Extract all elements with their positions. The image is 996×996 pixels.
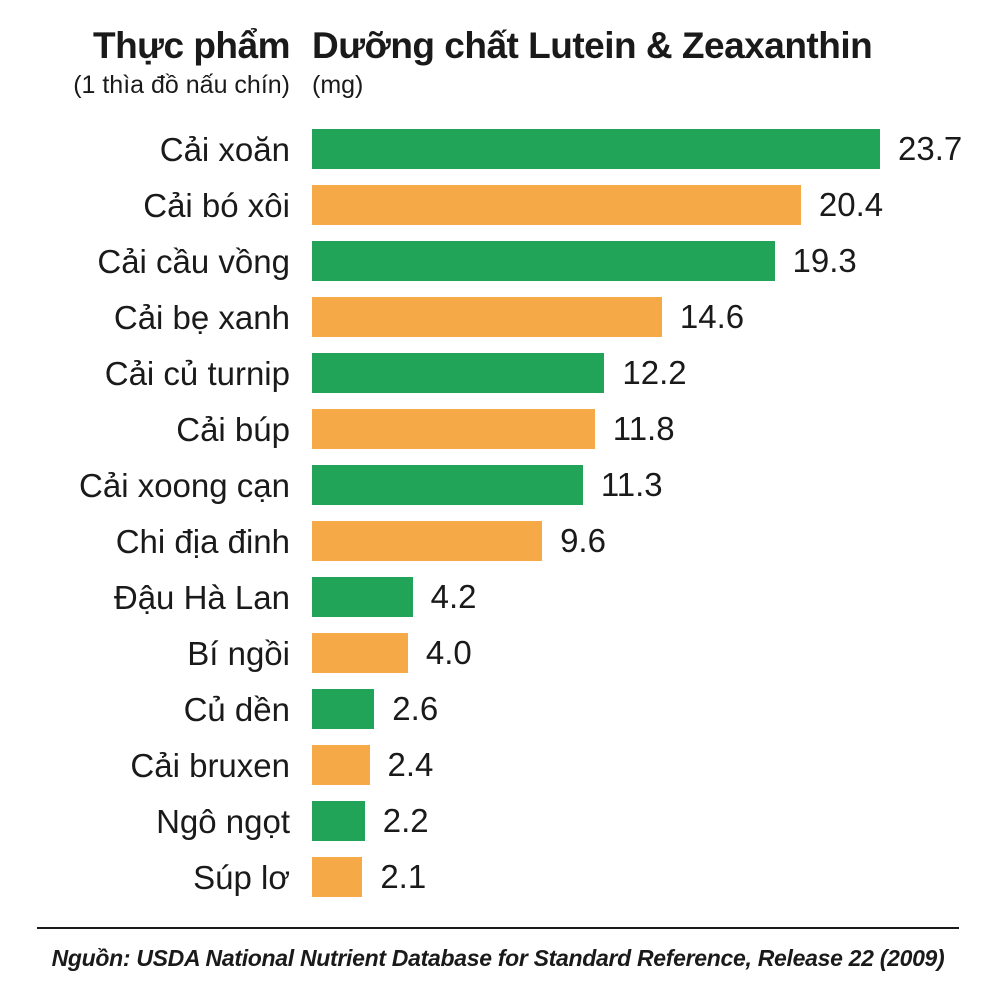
category-label: Cải búp bbox=[176, 410, 290, 448]
value-label: 14.6 bbox=[679, 298, 745, 336]
chart-row: Bí ngồi 4.0 bbox=[0, 625, 996, 681]
food-column-title: Thực phẩm bbox=[92, 25, 291, 66]
footer-divider bbox=[37, 927, 959, 930]
bar bbox=[312, 129, 880, 170]
value-label: 2.1 bbox=[380, 858, 427, 896]
category-label: Củ dền bbox=[183, 690, 290, 728]
chart-row: Cải bruxen 2.4 bbox=[0, 737, 996, 793]
chart-row: Cải bó xôi 20.4 bbox=[0, 177, 996, 233]
bar-cell: 12.2 bbox=[312, 345, 996, 401]
bar bbox=[312, 465, 583, 506]
bar-cell: 9.6 bbox=[312, 513, 996, 569]
bar-chart: Cải xoăn 23.7 Cải bó xôi 20.4 Cải cầu vồ… bbox=[0, 121, 996, 905]
food-column-header: Thực phẩm (1 thìa đồ nấu chín) bbox=[0, 25, 312, 100]
chart-header: Thực phẩm (1 thìa đồ nấu chín) Dưỡng chấ… bbox=[0, 0, 996, 100]
bar bbox=[312, 577, 413, 618]
nutrient-column-title: Dưỡng chất Lutein & Zeaxanthin bbox=[312, 25, 873, 66]
source-citation: Nguồn: USDA National Nutrient Database f… bbox=[51, 945, 945, 972]
bar bbox=[312, 801, 365, 842]
chart-row: Súp lơ 2.1 bbox=[0, 849, 996, 905]
chart-row: Ngô ngọt 2.2 bbox=[0, 793, 996, 849]
category-label: Cải xoăn bbox=[159, 130, 290, 168]
bar-cell: 2.1 bbox=[312, 849, 996, 905]
bar bbox=[312, 185, 801, 226]
bar-cell: 20.4 bbox=[312, 177, 996, 233]
value-label: 4.2 bbox=[430, 578, 477, 616]
category-label: Chi địa đinh bbox=[115, 522, 290, 560]
bar bbox=[312, 409, 595, 450]
chart-row: Cải bẹ xanh 14.6 bbox=[0, 289, 996, 345]
category-label: Ngô ngọt bbox=[156, 802, 290, 840]
value-label: 19.3 bbox=[792, 242, 857, 280]
bar-cell: 23.7 bbox=[312, 121, 996, 177]
bar-cell: 11.3 bbox=[312, 457, 996, 513]
value-label: 11.8 bbox=[612, 410, 675, 448]
value-label: 11.3 bbox=[600, 466, 663, 504]
value-label: 9.6 bbox=[560, 522, 606, 560]
value-label: 2.6 bbox=[392, 690, 439, 728]
chart-row: Củ dền 2.6 bbox=[0, 681, 996, 737]
bar bbox=[312, 521, 543, 562]
bar bbox=[312, 297, 662, 338]
bar bbox=[312, 353, 605, 394]
chart-row: Cải búp 11.8 bbox=[0, 401, 996, 457]
category-label: Đậu Hà Lan bbox=[113, 578, 290, 616]
category-label: Bí ngồi bbox=[187, 634, 290, 672]
bar-cell: 4.2 bbox=[312, 569, 996, 625]
value-label: 4.0 bbox=[425, 634, 472, 672]
bar-cell: 2.6 bbox=[312, 681, 996, 737]
bar-cell: 11.8 bbox=[312, 401, 996, 457]
bar-cell: 2.4 bbox=[312, 737, 996, 793]
category-label: Cải cầu vồng bbox=[97, 242, 290, 280]
value-label: 12.2 bbox=[622, 354, 687, 392]
category-label: Súp lơ bbox=[193, 858, 290, 896]
category-label: Cải bó xôi bbox=[143, 186, 290, 224]
bar bbox=[312, 633, 408, 674]
chart-footer: Nguồn: USDA National Nutrient Database f… bbox=[0, 927, 996, 972]
value-label: 20.4 bbox=[818, 186, 884, 224]
chart-row: Cải xoong cạn 11.3 bbox=[0, 457, 996, 513]
bar-cell: 2.2 bbox=[312, 793, 996, 849]
food-column-subtitle: (1 thìa đồ nấu chín) bbox=[73, 71, 290, 100]
bar bbox=[312, 241, 775, 282]
bar bbox=[312, 745, 370, 786]
value-label: 23.7 bbox=[898, 130, 963, 168]
chart-row: Cải xoăn 23.7 bbox=[0, 121, 996, 177]
value-label: 2.2 bbox=[382, 802, 429, 840]
chart-row: Chi địa đinh 9.6 bbox=[0, 513, 996, 569]
nutrient-column-header: Dưỡng chất Lutein & Zeaxanthin (mg) bbox=[312, 25, 996, 100]
category-label: Cải xoong cạn bbox=[79, 466, 290, 504]
bar-cell: 14.6 bbox=[312, 289, 996, 345]
bar-cell: 4.0 bbox=[312, 625, 996, 681]
value-label: 2.4 bbox=[387, 746, 434, 784]
bar-cell: 19.3 bbox=[312, 233, 996, 289]
bar bbox=[312, 857, 363, 898]
nutrient-column-subtitle: (mg) bbox=[312, 71, 364, 100]
chart-row: Đậu Hà Lan 4.2 bbox=[0, 569, 996, 625]
category-label: Cải bẹ xanh bbox=[113, 298, 290, 336]
category-label: Cải bruxen bbox=[130, 746, 290, 784]
chart-row: Cải cầu vồng 19.3 bbox=[0, 233, 996, 289]
chart-row: Cải củ turnip 12.2 bbox=[0, 345, 996, 401]
category-label: Cải củ turnip bbox=[104, 354, 290, 392]
bar bbox=[312, 689, 375, 730]
